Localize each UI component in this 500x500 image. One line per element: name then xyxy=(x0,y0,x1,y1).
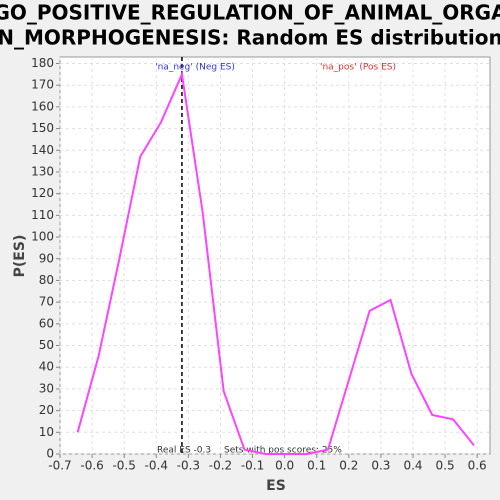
pos-label: 'na_pos' (Pos ES) xyxy=(320,63,396,73)
neg-label: 'na_neg' (Neg ES) xyxy=(155,63,235,73)
y-tick-label: 100 xyxy=(31,230,54,244)
y-tick-label: 170 xyxy=(31,78,54,92)
x-tick-label: 0.0 xyxy=(275,459,294,473)
chart-title: GO_POSITIVE_REGULATION_OF_ANIMAL_ORGA xyxy=(0,1,500,25)
x-tick-label: 0.2 xyxy=(339,459,358,473)
y-tick-label: 70 xyxy=(39,295,54,309)
x-tick-label: 0.3 xyxy=(371,459,390,473)
x-tick-label: -0.6 xyxy=(80,459,103,473)
chart-title: N_MORPHOGENESIS: Random ES distribution xyxy=(0,26,500,50)
y-tick-label: 160 xyxy=(31,99,54,113)
x-axis-label: ES xyxy=(266,478,286,494)
x-tick-label: 0.6 xyxy=(468,459,487,473)
y-tick-label: 50 xyxy=(39,338,54,352)
series-line xyxy=(76,70,475,455)
y-tick-label: 0 xyxy=(46,447,54,461)
y-tick-label: 180 xyxy=(31,56,54,70)
y-tick-label: 90 xyxy=(39,251,54,265)
pos-sets-label: Sets with pos scores: 25% xyxy=(224,446,342,456)
y-tick-label: 140 xyxy=(31,143,54,157)
y-tick-label: 60 xyxy=(39,316,54,330)
y-tick-label: 30 xyxy=(39,381,54,395)
y-tick-label: 20 xyxy=(39,403,54,417)
y-tick-label: 40 xyxy=(39,360,54,374)
x-tick-label: 0.4 xyxy=(403,459,422,473)
y-tick-label: 130 xyxy=(31,164,54,178)
y-tick-label: 150 xyxy=(31,121,54,135)
x-tick-label: -0.1 xyxy=(241,459,264,473)
y-tick-label: 120 xyxy=(31,186,54,200)
x-tick-label: -0.5 xyxy=(112,459,135,473)
real-es-label: Real ES -0.3 xyxy=(157,446,211,456)
y-tick-label: 10 xyxy=(39,425,54,439)
x-tick-label: 0.1 xyxy=(307,459,326,473)
y-tick-label: 110 xyxy=(31,208,54,222)
y-axis-label: P(ES) xyxy=(12,235,28,278)
y-tick-label: 80 xyxy=(39,273,54,287)
x-tick-label: -0.4 xyxy=(145,459,168,473)
x-tick-label: 0.5 xyxy=(436,459,455,473)
x-tick-label: -0.2 xyxy=(209,459,232,473)
x-tick-label: -0.3 xyxy=(177,459,200,473)
x-tick-label: -0.7 xyxy=(48,459,71,473)
